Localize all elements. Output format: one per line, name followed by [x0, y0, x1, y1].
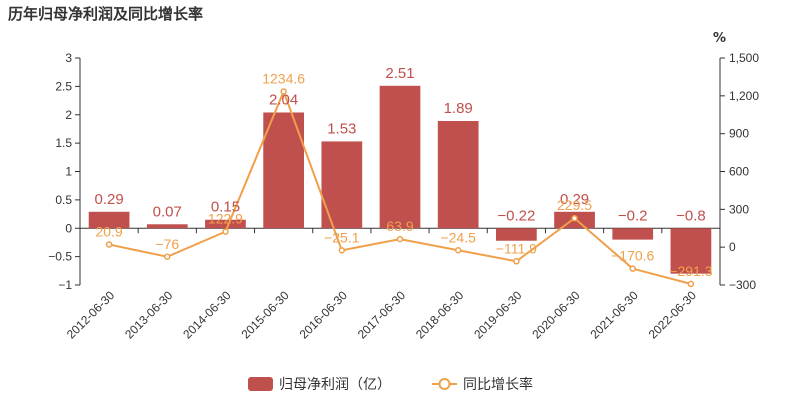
- right-tick-label: 1,500: [729, 51, 759, 65]
- left-tick-label: 2: [65, 108, 72, 122]
- line-point: [571, 214, 578, 222]
- bar: [263, 112, 304, 229]
- left-tick-label: −0.5: [48, 250, 72, 264]
- bar-data-label: 2.51: [385, 65, 414, 82]
- line-data-label: 122.9: [208, 211, 243, 227]
- bar-data-label: −0.8: [676, 207, 706, 224]
- line-data-label: 229.5: [557, 197, 592, 213]
- bar-data-label: 0.07: [153, 203, 182, 220]
- x-tick-label: 2022-06-30: [646, 288, 700, 342]
- bar-data-label: 0.15: [211, 199, 240, 216]
- bar: [379, 85, 421, 229]
- left-tick-label: 1.5: [55, 136, 72, 150]
- left-tick-label: 3: [65, 51, 72, 65]
- line-point: [513, 258, 520, 265]
- line-point: [629, 265, 636, 272]
- x-tick-label: 2021-06-30: [588, 288, 642, 342]
- line-point: [454, 247, 462, 254]
- left-tick-label: 0: [65, 221, 72, 235]
- right-tick-label: 900: [729, 127, 749, 141]
- line-point: [105, 241, 113, 248]
- x-tick-label: 2013-06-30: [122, 288, 176, 342]
- line-data-label: 20.9: [95, 224, 122, 240]
- line-point: [222, 228, 229, 235]
- bar: [612, 228, 654, 240]
- line-data-label: −24.5: [440, 229, 476, 245]
- legend-line-swatch-dot[interactable]: [438, 378, 451, 390]
- x-tick-label: 2017-06-30: [355, 288, 409, 342]
- x-tick-label: 2014-06-30: [180, 288, 234, 342]
- line-point: [687, 280, 695, 288]
- x-tick-label: 2012-06-30: [64, 288, 118, 342]
- line-data-label: −111.9: [496, 240, 537, 256]
- chart-title: 历年归母净利润及同比增长率: [8, 5, 203, 23]
- bar-data-label: 0.29: [94, 191, 123, 208]
- line-point: [396, 235, 404, 243]
- bar: [437, 120, 479, 229]
- x-tick-label: 2015-06-30: [238, 288, 292, 342]
- left-tick-label: −1: [58, 278, 72, 292]
- bar: [146, 224, 188, 229]
- bar-series: [88, 85, 712, 274]
- line-point: [280, 88, 287, 95]
- bar-data-label: 2.04: [269, 91, 298, 108]
- legend[interactable]: 归母净利润（亿） 同比增长率: [248, 376, 533, 393]
- line-data-label: −76: [155, 236, 179, 252]
- line-point: [164, 253, 171, 261]
- bar: [670, 228, 712, 274]
- bar: [321, 141, 363, 229]
- right-axis-unit: %: [713, 31, 726, 46]
- x-tick-label: 2016-06-30: [297, 288, 351, 342]
- line-series: [105, 88, 695, 288]
- right-tick-label: 300: [729, 202, 749, 216]
- line-data-label: −291.3: [669, 263, 712, 279]
- right-tick-label: 600: [729, 165, 749, 179]
- x-tick-label: 2019-06-30: [471, 288, 525, 342]
- x-tick-label: 2018-06-30: [413, 288, 467, 342]
- bar-data-label: 1.89: [444, 100, 473, 117]
- line-point: [338, 247, 346, 254]
- left-tick-label: 1: [65, 165, 72, 179]
- left-tick-label: 2.5: [55, 79, 72, 93]
- bar-data-label: −0.2: [618, 207, 648, 224]
- data-labels: 0.29 0.07 0.15 2.04 1.53 2.51 1.89 −0.22 0.29 −0.…: [94, 65, 712, 279]
- bar-data-label: 1.53: [327, 120, 356, 137]
- bar: [205, 219, 246, 229]
- legend-bar-swatch[interactable]: [248, 377, 273, 391]
- bar-data-label: 0.29: [560, 191, 589, 208]
- bar-data-label: −0.22: [497, 207, 535, 224]
- right-tick-label: −300: [729, 278, 756, 292]
- right-tick-label: 1,200: [729, 89, 759, 103]
- bar: [88, 211, 130, 229]
- legend-bar-label[interactable]: 归母净利润（亿）: [279, 376, 391, 393]
- left-tick-label: 0.5: [55, 193, 72, 207]
- x-tick-label: 2020-06-30: [529, 288, 583, 342]
- right-tick-label: 0: [729, 240, 736, 254]
- line-data-label: −170.6: [611, 248, 654, 264]
- bar: [496, 228, 537, 241]
- line-data-label: 63.9: [386, 218, 413, 234]
- line-data-label: −25.1: [324, 229, 360, 245]
- line-data-label: 1234.6: [262, 70, 305, 86]
- legend-line-label[interactable]: 同比增长率: [463, 376, 533, 393]
